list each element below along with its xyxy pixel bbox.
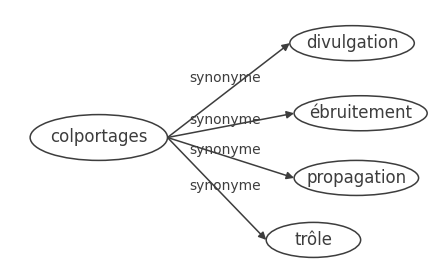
Text: synonyme: synonyme bbox=[189, 113, 261, 127]
Text: colportages: colportages bbox=[50, 128, 148, 147]
Text: trôle: trôle bbox=[294, 231, 332, 249]
Ellipse shape bbox=[294, 96, 427, 131]
Ellipse shape bbox=[266, 222, 360, 257]
Text: synonyme: synonyme bbox=[189, 71, 261, 85]
Text: ébruitement: ébruitement bbox=[309, 104, 412, 122]
Ellipse shape bbox=[30, 115, 167, 160]
Text: synonyme: synonyme bbox=[189, 179, 261, 193]
Text: divulgation: divulgation bbox=[306, 34, 398, 52]
Text: propagation: propagation bbox=[306, 169, 406, 187]
Ellipse shape bbox=[290, 26, 414, 61]
Text: synonyme: synonyme bbox=[189, 143, 261, 157]
Ellipse shape bbox=[294, 160, 419, 196]
